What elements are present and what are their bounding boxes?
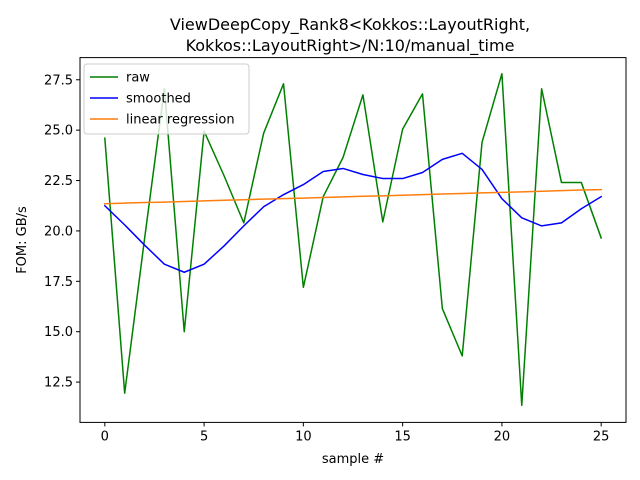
x-tick-label: 5 (200, 429, 208, 444)
series-line-raw (104, 72, 603, 407)
x-tick-label: 0 (101, 429, 109, 444)
series-line-smoothed (103, 152, 603, 273)
x-tick-label: 20 (494, 429, 511, 444)
x-tick-label: 10 (295, 429, 312, 444)
y-tick-label: 22.5 (44, 174, 73, 189)
chart-title-line-2: Kokkos::LayoutRight>/N:10/manual_time (186, 36, 515, 56)
y-tick-label: 25.0 (44, 124, 73, 139)
series-line-linear-regression (104, 188, 602, 205)
legend-label: linear regression (126, 113, 235, 128)
y-axis-ticks: 12.5 15.0 17.5 20.0 22.5 25.0 27.5 (44, 73, 80, 391)
legend: raw smoothed linear regression (83, 63, 250, 135)
legend-label: raw (126, 71, 150, 86)
y-tick-label: 27.5 (44, 73, 73, 88)
y-tick-label: 20.0 (44, 224, 73, 239)
y-tick-label: 12.5 (44, 376, 73, 391)
legend-label: smoothed (126, 92, 191, 107)
x-tick-label: 15 (394, 429, 411, 444)
plot-lines (103, 72, 603, 407)
x-axis-label: sample # (322, 452, 384, 467)
x-axis-ticks: 0 5 10 15 20 25 (101, 422, 610, 444)
y-tick-label: 15.0 (44, 325, 73, 340)
axes-frame (79, 57, 627, 423)
x-tick-label: 25 (593, 429, 610, 444)
legend-box (83, 63, 250, 135)
y-axis-label: FOM: GB/s (15, 206, 30, 274)
legend-entries: raw smoothed linear regression (90, 71, 235, 128)
y-tick-label: 17.5 (44, 275, 73, 290)
chart-title-line-1: ViewDeepCopy_Rank8<Kokkos::LayoutRight, (170, 15, 530, 35)
